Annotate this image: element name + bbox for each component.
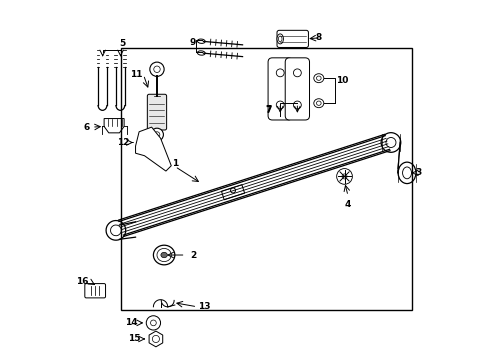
Ellipse shape: [313, 99, 323, 108]
Ellipse shape: [313, 74, 323, 83]
Text: 14: 14: [124, 318, 137, 327]
Ellipse shape: [197, 39, 205, 43]
FancyBboxPatch shape: [267, 58, 292, 120]
Ellipse shape: [402, 167, 411, 179]
Polygon shape: [135, 127, 171, 171]
Text: 16: 16: [75, 277, 88, 286]
Polygon shape: [221, 185, 244, 200]
Text: 5: 5: [119, 39, 125, 48]
FancyBboxPatch shape: [147, 94, 166, 130]
Ellipse shape: [197, 51, 205, 55]
Polygon shape: [104, 118, 124, 133]
Ellipse shape: [276, 34, 283, 44]
Polygon shape: [149, 331, 163, 347]
FancyBboxPatch shape: [285, 58, 309, 120]
Circle shape: [150, 320, 156, 326]
Ellipse shape: [316, 101, 321, 105]
Circle shape: [153, 66, 160, 72]
Ellipse shape: [153, 245, 175, 265]
Text: 3: 3: [414, 168, 421, 177]
Ellipse shape: [278, 36, 282, 42]
Text: 9: 9: [189, 38, 196, 47]
Text: 11: 11: [130, 70, 142, 79]
Bar: [121, 48, 411, 310]
FancyBboxPatch shape: [276, 30, 308, 48]
Ellipse shape: [106, 221, 125, 240]
Text: 4: 4: [344, 201, 350, 210]
Text: 6: 6: [84, 123, 90, 132]
Ellipse shape: [161, 252, 167, 258]
Text: 8: 8: [314, 33, 321, 42]
Ellipse shape: [316, 76, 321, 80]
Text: 2: 2: [189, 251, 196, 260]
Text: 10: 10: [336, 76, 348, 85]
Text: 12: 12: [117, 138, 129, 147]
Ellipse shape: [397, 162, 415, 184]
Text: 1: 1: [171, 159, 178, 168]
Text: 13: 13: [198, 302, 210, 311]
Ellipse shape: [385, 138, 395, 148]
Circle shape: [152, 336, 159, 342]
FancyBboxPatch shape: [84, 284, 105, 298]
Circle shape: [230, 188, 235, 193]
Circle shape: [154, 132, 160, 138]
Circle shape: [146, 316, 160, 330]
Text: 7: 7: [264, 106, 271, 115]
Circle shape: [150, 128, 163, 141]
Circle shape: [149, 62, 164, 76]
Ellipse shape: [110, 225, 121, 236]
Ellipse shape: [380, 133, 400, 152]
Ellipse shape: [157, 248, 171, 262]
Text: 15: 15: [127, 334, 140, 343]
Text: 7: 7: [264, 105, 271, 114]
Circle shape: [341, 174, 346, 179]
